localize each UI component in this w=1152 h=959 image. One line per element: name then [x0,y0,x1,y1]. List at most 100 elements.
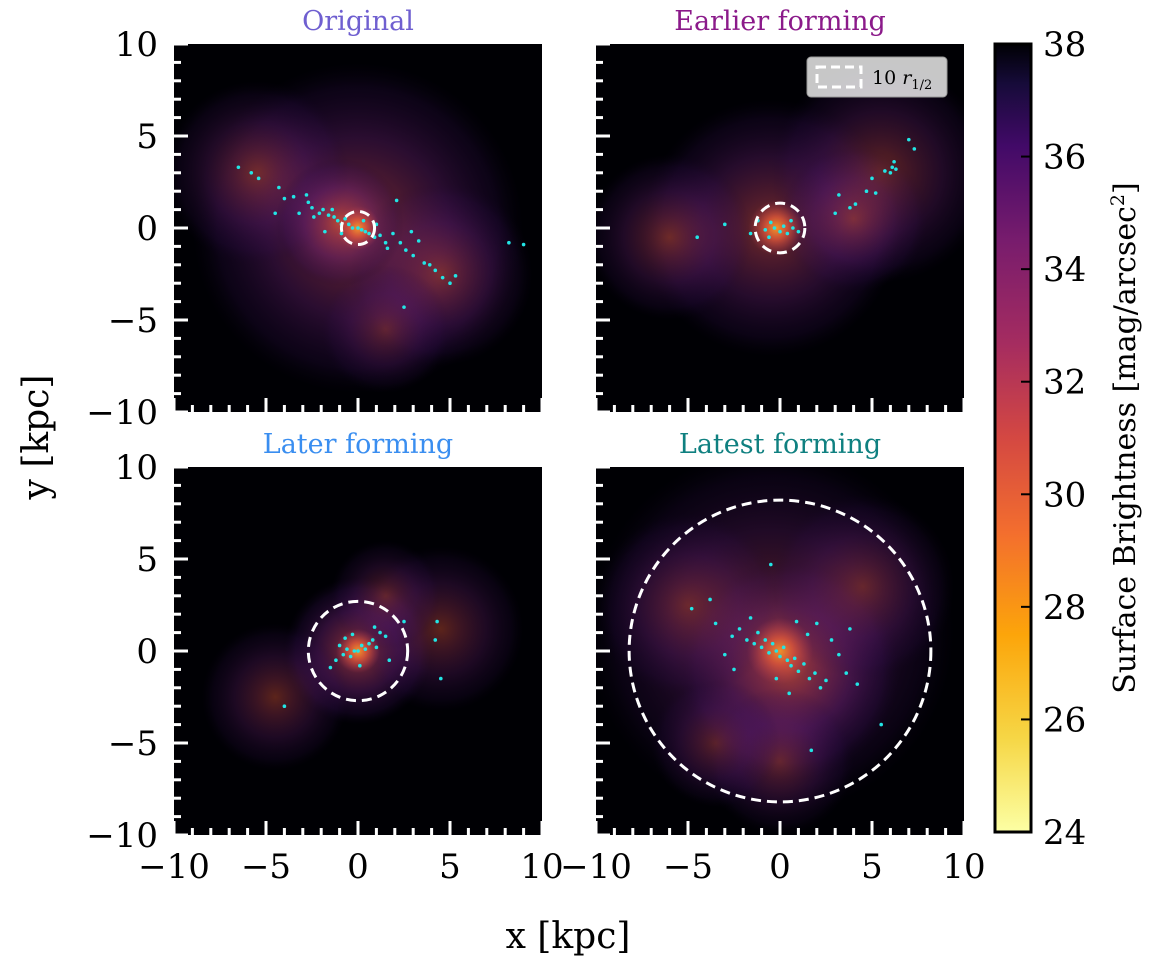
colorbar-tick-label: 34 [1043,250,1086,290]
y-tick-label: 5 [136,117,158,157]
panel-title: Original [302,6,414,37]
y-tick-label: −10 [86,393,158,433]
star-particle [774,649,779,653]
colorbar-tick-label: 30 [1043,475,1086,515]
star-particle [855,682,860,686]
star-particle [781,645,786,650]
star-particle [312,215,316,219]
x-tick-label: 5 [861,847,883,887]
y-tick-label: 0 [136,632,158,672]
star-particle [769,562,773,567]
star-particle [892,159,896,164]
panel-3: Later forming −10 −5 0 5 10 −10 −5 0 5 10 [86,429,563,887]
star-particle [317,211,322,216]
axis-labels: x [kpc] y [kpc] [16,375,630,957]
star-particle [870,176,874,181]
star-particle [256,176,261,181]
star-particle [689,606,694,611]
brightness-blob [330,540,441,651]
colorbar-tick-label: 32 [1043,363,1086,403]
star-particle [844,671,849,675]
panel-title: Earlier forming [674,6,886,37]
star-particle [383,634,388,639]
x-tick-label: 0 [347,847,369,887]
star-particle [833,211,837,216]
star-particle [306,200,311,205]
x-tick-label: 10 [520,847,563,887]
star-particle [730,634,734,639]
star-particle [853,202,858,206]
y-tick-label: −5 [108,724,158,764]
star-particle [282,196,287,201]
tick-marks [172,465,544,837]
x-tick-label: −10 [560,847,632,887]
colorbar-gradient [993,42,1033,834]
star-particle [359,643,364,648]
star-particle [723,222,727,227]
panel-title: Latest forming [679,429,881,460]
colorbar-ticks: 24 26 28 30 32 34 36 38 [1021,25,1086,853]
colorbar-label-end: ] [1108,182,1143,194]
star-particle [745,638,749,642]
star-particle [708,597,712,602]
colorbar-tick-label: 36 [1043,138,1086,178]
star-particle [787,691,791,696]
star-particle [435,619,439,624]
half-light-radius-circle [627,498,933,804]
y-tick-label: −10 [86,816,158,856]
y-tick-label: −5 [108,301,158,341]
star-particle [385,246,390,251]
star-particle [752,641,757,646]
star-particle [321,207,325,212]
tick-marks [172,42,544,414]
star-particle [890,165,895,170]
star-particle [394,198,399,203]
half-light-radius-circle [306,599,410,703]
star-particle [334,658,338,662]
star-particle [358,663,362,668]
star-particle [794,619,799,624]
legend-swatch [815,65,863,89]
star-particle [829,638,834,642]
star-particle [448,281,452,286]
star-particle [347,222,351,227]
star-particle [402,305,406,309]
star-particle [378,630,382,635]
star-particle [791,226,795,230]
star-particle [848,627,852,631]
star-particle [767,651,771,655]
x-tick-label: 0 [769,847,791,887]
star-particle [348,654,353,659]
star-particle [907,137,911,142]
star-particle [521,242,526,247]
brightness-blob [748,200,804,256]
half-light-radius-circle [753,201,807,255]
star-particle [912,147,917,151]
y-tick-label: 5 [136,540,158,580]
star-particle [273,211,278,216]
star-particle [770,641,775,646]
star-particle [848,205,852,210]
star-particle [439,676,443,681]
star-particle [759,645,764,650]
star-particle [778,229,782,234]
star-particle [343,636,347,640]
surface-brightness-map [596,467,955,835]
star-particle [774,676,779,681]
star-particle [837,652,841,657]
star-particle [433,638,438,642]
star-particle [767,235,771,239]
star-particle [367,231,371,236]
star-particle [411,253,416,258]
star-particle [236,165,241,170]
star-particle [815,621,819,626]
star-particle [796,229,801,234]
star-particle [695,235,699,239]
star-particle [328,665,333,670]
star-particle [763,228,768,232]
star-particle [409,229,414,234]
star-particle [732,667,736,672]
star-particle [433,268,438,273]
star-particle [363,647,368,651]
star-particle [713,621,718,626]
